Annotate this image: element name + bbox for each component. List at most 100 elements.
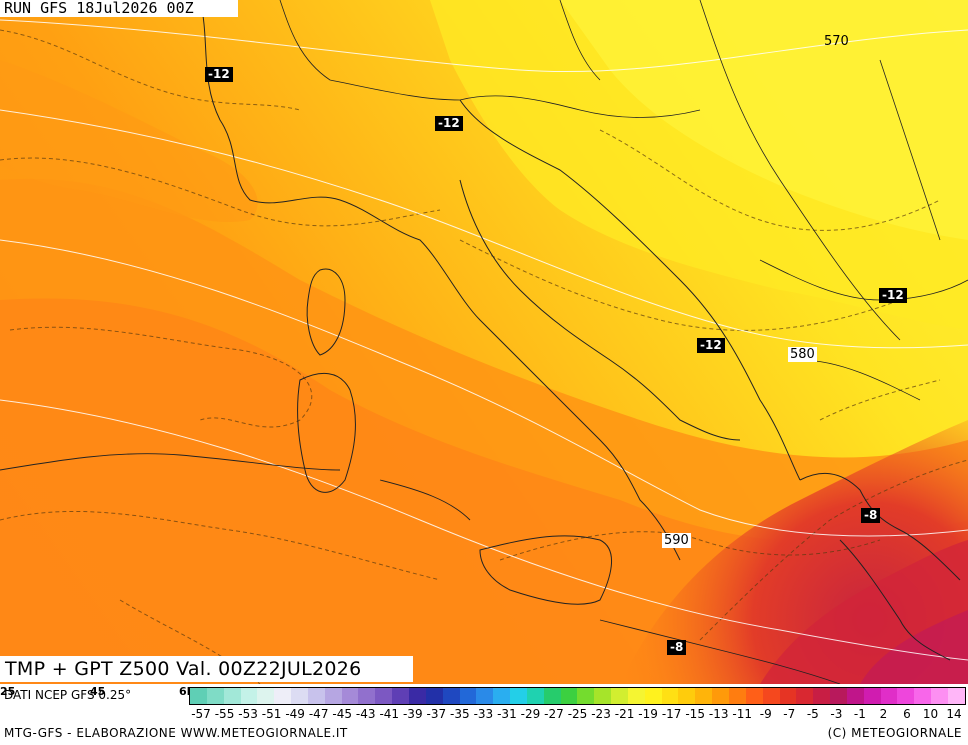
scale-tick-label: -55 xyxy=(214,707,235,721)
scale-tick-label: 14 xyxy=(946,707,962,721)
color-swatch xyxy=(594,688,612,704)
scale-tick-label: -47 xyxy=(308,707,329,721)
color-swatch xyxy=(914,688,932,704)
scale-tick-label: 6 xyxy=(903,707,911,721)
footer-credit: MTG-GFS - ELABORAZIONE WWW.METEOGIORNALE… xyxy=(4,726,348,740)
color-swatch xyxy=(695,688,713,704)
scale-tick-label: -9 xyxy=(759,707,772,721)
weather-map: RUN GFS 18Jul2026 00Z -12 -12 -12 -12 -8… xyxy=(0,0,968,684)
color-swatch xyxy=(274,688,292,704)
color-scale-ticks: -57 -55 -53 -51 -49 -47 -45 -43 -41 -39 -37 -35 -33 -… xyxy=(189,707,966,721)
color-swatch xyxy=(442,688,460,704)
scale-tick-label: -21 xyxy=(614,707,635,721)
color-swatch xyxy=(476,688,494,704)
temperature-label: -8 xyxy=(667,640,687,655)
color-swatch xyxy=(375,688,393,704)
temperature-label: -12 xyxy=(435,116,463,131)
scale-tick-label: -15 xyxy=(685,707,705,721)
map-canvas xyxy=(0,0,968,684)
scale-tick-label: -11 xyxy=(732,707,753,721)
color-swatch xyxy=(307,688,325,704)
color-swatch xyxy=(863,688,881,704)
scale-tick-label: -49 xyxy=(285,707,305,721)
color-swatch xyxy=(324,688,342,704)
color-swatch xyxy=(880,688,898,704)
scale-tick-label: -17 xyxy=(661,707,682,721)
warm-patch xyxy=(0,60,258,223)
color-swatch xyxy=(560,688,578,704)
color-swatch xyxy=(947,688,965,704)
scale-tick-label: -29 xyxy=(520,707,541,721)
height-label: 570 xyxy=(824,34,849,49)
scale-tick-label: -5 xyxy=(806,707,819,721)
color-swatch xyxy=(779,688,797,704)
color-swatch xyxy=(392,688,409,704)
scale-tick-label: -13 xyxy=(708,707,729,721)
scale-tick-label: -27 xyxy=(544,707,564,721)
color-swatch xyxy=(223,688,241,704)
color-swatch xyxy=(358,688,376,704)
scale-tick-label: 2 xyxy=(879,707,888,721)
footer-copyright: (C) METEOGIORNALE xyxy=(827,726,962,740)
hot-core-2 xyxy=(860,610,968,684)
height-label: 580 xyxy=(788,347,817,362)
color-swatch xyxy=(493,688,511,704)
scale-tick-label: -53 xyxy=(238,707,258,721)
scale-tick-label: -33 xyxy=(473,707,494,721)
legend-edge-label: 45 xyxy=(90,685,106,698)
temperature-label: -12 xyxy=(697,338,725,353)
color-swatch xyxy=(190,688,207,704)
color-swatch xyxy=(627,688,645,704)
temperature-label: -8 xyxy=(861,508,881,523)
color-swatch xyxy=(510,688,527,704)
color-swatch xyxy=(206,688,224,704)
color-swatch xyxy=(830,688,847,704)
height-label: 590 xyxy=(662,533,691,548)
geopotential-lines xyxy=(0,19,968,661)
scale-tick-label: 10 xyxy=(922,707,939,721)
color-swatch xyxy=(459,688,477,704)
color-swatch xyxy=(745,688,763,704)
color-swatch xyxy=(543,688,561,704)
color-swatch xyxy=(408,688,426,704)
scale-tick-label: -7 xyxy=(783,707,796,721)
color-swatch xyxy=(813,688,831,704)
scale-tick-label: -19 xyxy=(638,707,658,721)
scale-tick-label: -37 xyxy=(426,707,447,721)
color-swatch xyxy=(729,688,746,704)
color-swatch xyxy=(644,688,662,704)
scale-tick-label: -39 xyxy=(402,707,423,721)
color-swatch xyxy=(257,688,275,704)
scale-tick-label: -23 xyxy=(591,707,611,721)
color-swatch xyxy=(931,688,948,704)
color-swatch xyxy=(897,688,915,704)
color-swatch xyxy=(661,688,679,704)
temperature-label: -12 xyxy=(205,67,233,82)
cool-core xyxy=(560,0,968,240)
scale-tick-label: -35 xyxy=(450,707,470,721)
temperature-label: -12 xyxy=(879,288,907,303)
color-swatch xyxy=(846,688,864,704)
color-swatch xyxy=(240,688,258,704)
scale-tick-label: -25 xyxy=(567,707,588,721)
color-swatch xyxy=(762,688,780,704)
scale-tick-label: -57 xyxy=(191,707,211,721)
color-scale xyxy=(189,687,966,705)
color-swatch xyxy=(712,688,729,704)
scale-tick-label: -45 xyxy=(332,707,352,721)
color-swatch xyxy=(796,688,814,704)
color-swatch xyxy=(341,688,359,704)
scale-tick-label: -41 xyxy=(379,707,400,721)
map-title: TMP + GPT Z500 Val. 00Z22JUL2026 xyxy=(0,656,413,682)
run-title: RUN GFS 18Jul2026 00Z xyxy=(0,0,238,17)
scale-tick-label: -1 xyxy=(853,707,866,721)
legend-edge-label: 25 xyxy=(0,685,16,698)
color-swatch xyxy=(577,688,595,704)
color-swatch xyxy=(291,688,308,704)
isotherm-lines xyxy=(0,29,968,684)
data-source: DATI NCEP GFS 0.25° xyxy=(4,688,132,702)
scale-tick-label: -43 xyxy=(355,707,376,721)
color-swatch xyxy=(425,688,443,704)
color-swatch xyxy=(526,688,544,704)
scale-tick-label: -51 xyxy=(261,707,282,721)
